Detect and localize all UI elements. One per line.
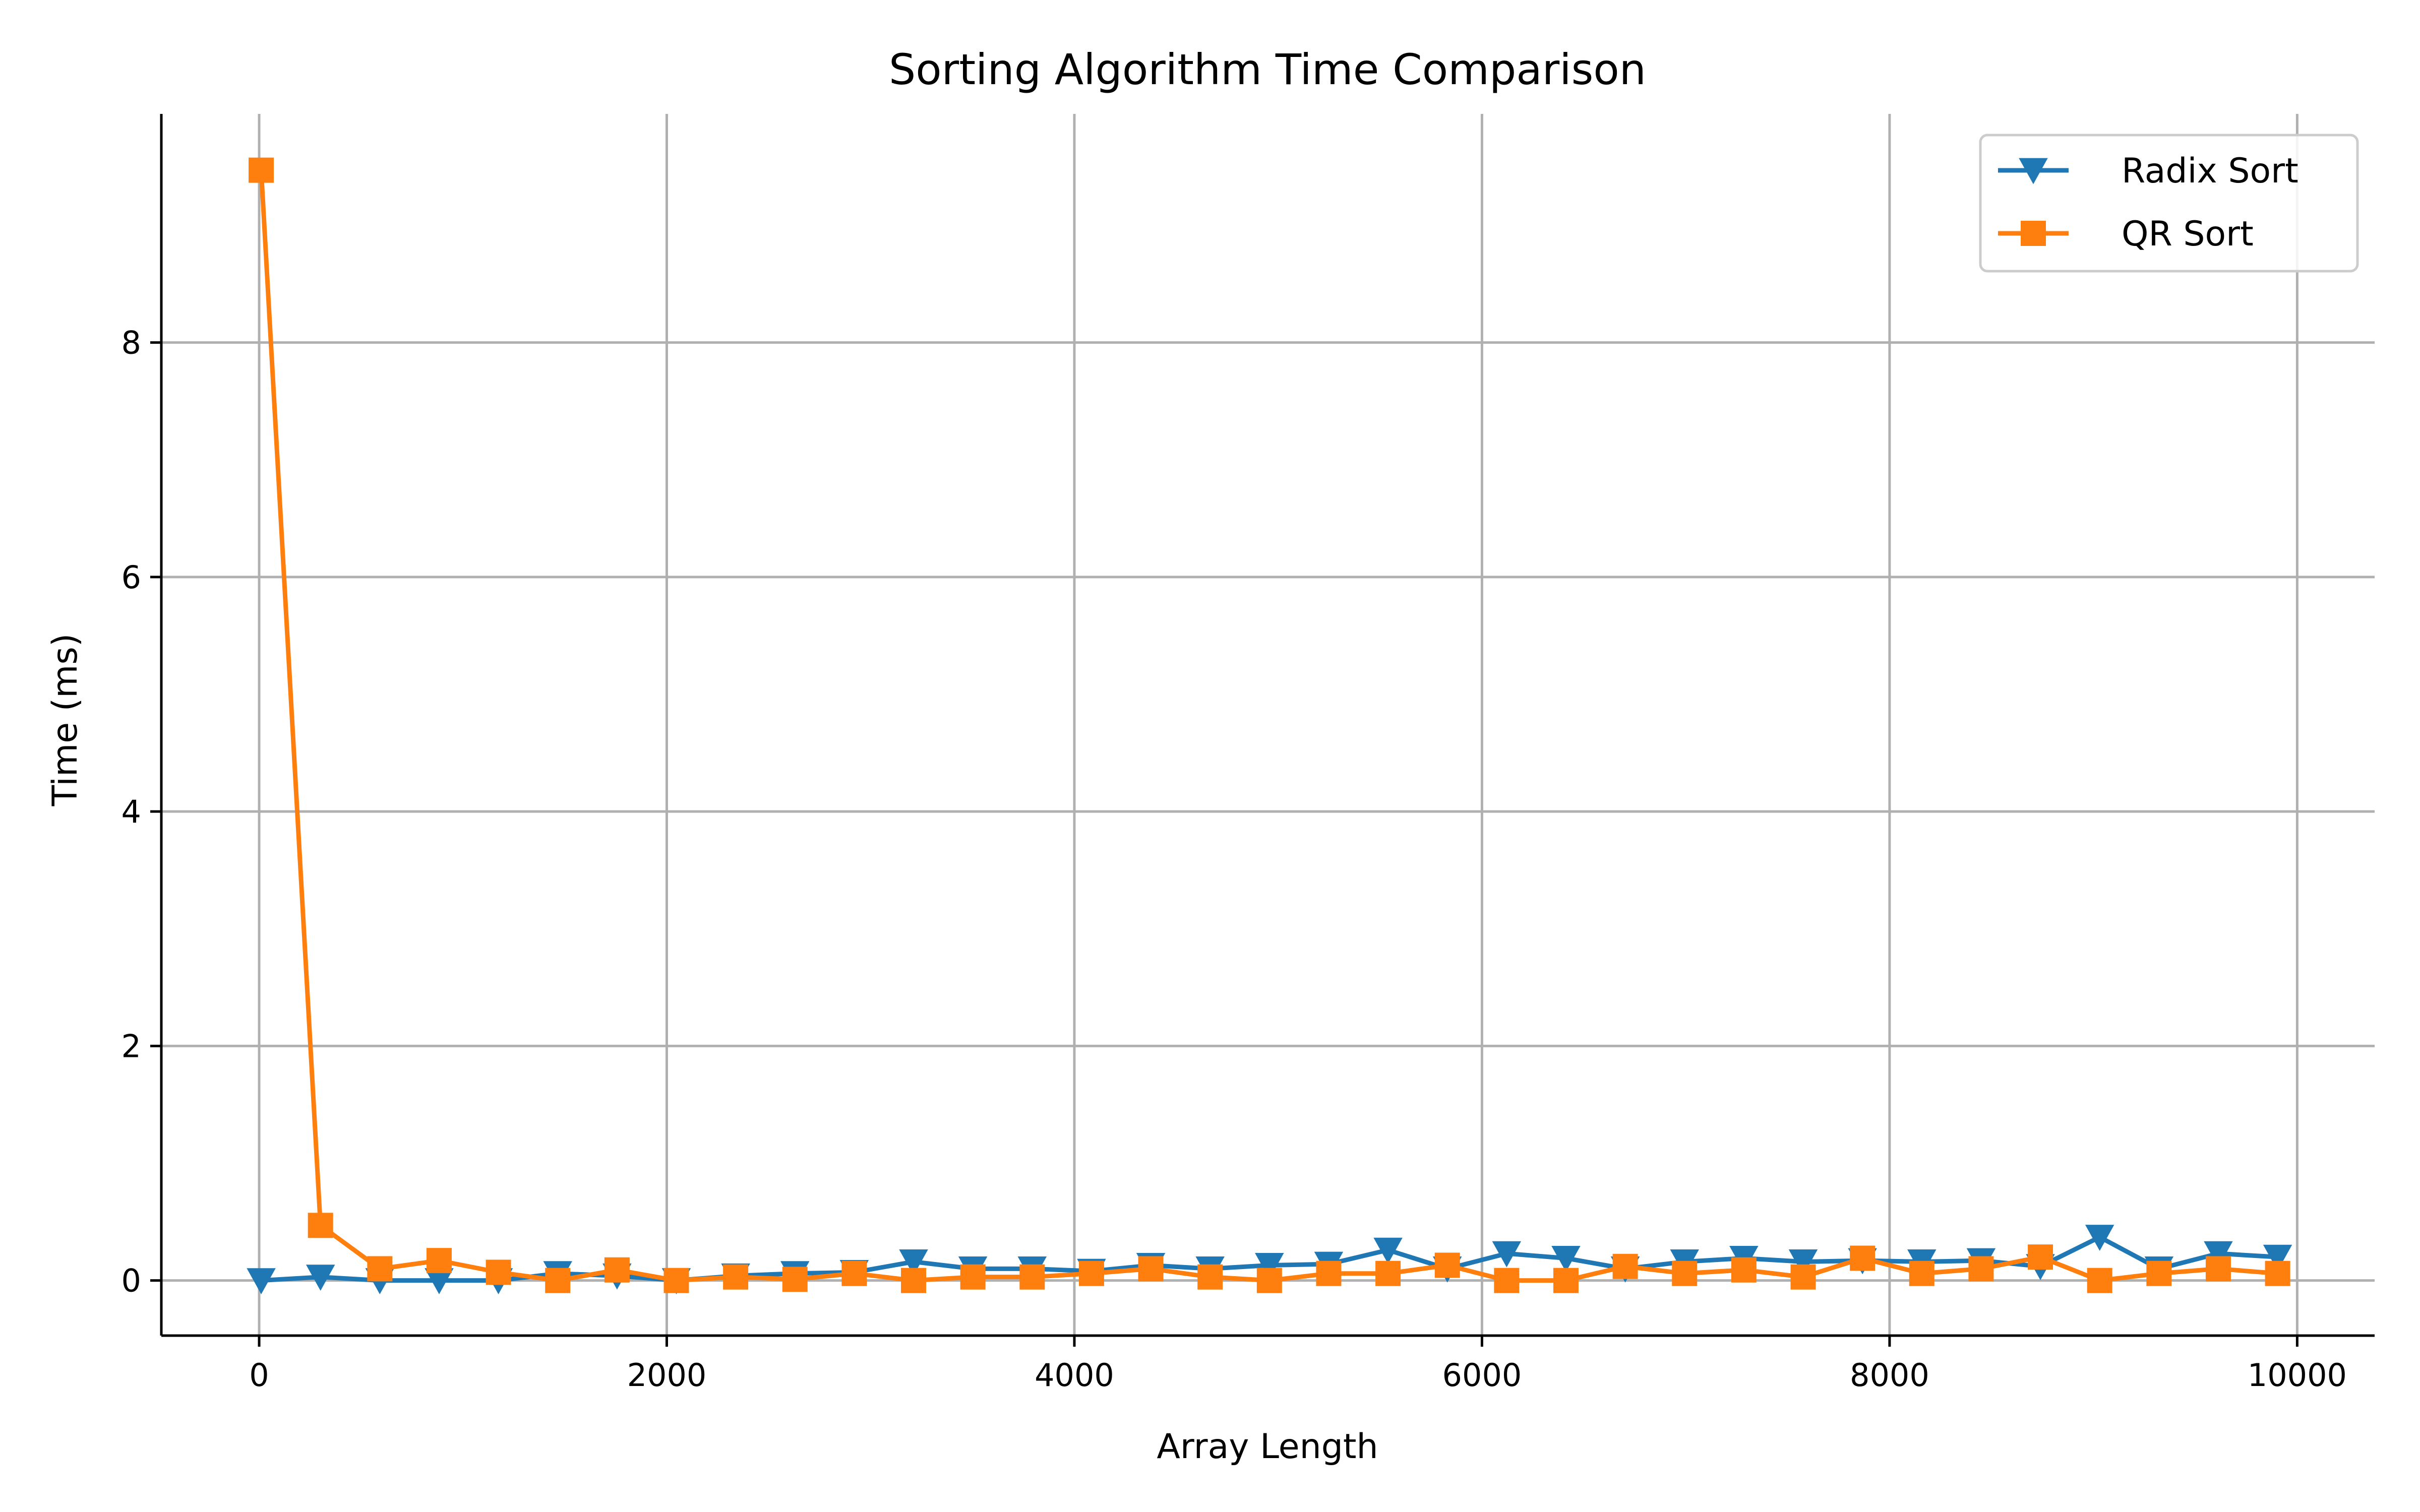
data-point — [2085, 1225, 2114, 1251]
y-tick-label: 4 — [122, 793, 141, 830]
data-point — [901, 1268, 927, 1293]
axes-layer — [160, 114, 2375, 1337]
y-tick-label: 6 — [122, 559, 141, 596]
data-point — [2146, 1261, 2172, 1286]
legend: Radix Sort QR Sort — [1979, 134, 2359, 273]
data-point — [1434, 1252, 1460, 1278]
y-tick-label: 8 — [122, 325, 141, 361]
data-point — [1850, 1245, 1876, 1271]
data-point — [1790, 1264, 1816, 1290]
y-tick-label: 0 — [122, 1263, 141, 1299]
legend-item: QR Sort — [1998, 214, 2254, 254]
data-point — [604, 1257, 630, 1283]
grid-layer — [161, 114, 2375, 1336]
data-point — [2205, 1256, 2231, 1282]
data-point — [1968, 1256, 1994, 1282]
data-point — [899, 1249, 928, 1276]
data-point — [1551, 1246, 1581, 1272]
data-point — [1494, 1268, 1520, 1293]
series-line — [259, 170, 2278, 1283]
data-point — [1788, 1249, 1818, 1276]
y-axis-title: Time (ms) — [45, 634, 85, 807]
series-qr-sort — [249, 157, 2290, 1293]
data-point — [308, 1213, 333, 1238]
x-tick-label: 8000 — [1850, 1357, 1929, 1394]
legend-swatch-marker — [2019, 158, 2048, 184]
data-point — [486, 1259, 511, 1285]
data-point — [247, 1268, 276, 1294]
x-tick-label: 2000 — [627, 1357, 707, 1394]
data-point — [1672, 1261, 1698, 1286]
data-point — [1375, 1261, 1401, 1286]
data-point — [723, 1264, 749, 1290]
data-point — [1256, 1268, 1282, 1293]
legend-box — [1979, 134, 2359, 273]
x-tick-label: 4000 — [1035, 1357, 1114, 1394]
x-tick-label: 6000 — [1442, 1357, 1522, 1394]
data-point — [1612, 1253, 1638, 1279]
data-point — [1197, 1264, 1223, 1290]
legend-swatch-marker — [2021, 221, 2046, 246]
data-point — [306, 1265, 335, 1291]
data-point — [2265, 1261, 2290, 1286]
data-point — [425, 1268, 454, 1294]
data-point — [1909, 1261, 1934, 1286]
x-tick-label: 10000 — [2248, 1357, 2347, 1394]
data-point — [841, 1261, 867, 1286]
data-point — [1078, 1261, 1104, 1286]
legend-label: QR Sort — [2122, 214, 2254, 254]
data-point — [1731, 1257, 1757, 1283]
data-point — [1373, 1237, 1403, 1264]
x-axis-title: Array Length — [1157, 1427, 1378, 1467]
data-point — [367, 1256, 393, 1282]
data-point — [2204, 1241, 2233, 1268]
data-point — [426, 1248, 452, 1274]
data-point — [663, 1268, 689, 1293]
data-point — [1255, 1252, 1284, 1279]
legend-item: Radix Sort — [1998, 151, 2298, 191]
data-point — [2028, 1244, 2053, 1270]
series-layer — [247, 157, 2292, 1294]
data-point — [1553, 1268, 1579, 1293]
data-point — [2087, 1268, 2112, 1293]
data-point — [1138, 1256, 1164, 1282]
data-point — [1492, 1241, 1522, 1268]
data-point — [2263, 1244, 2292, 1271]
data-point — [782, 1267, 808, 1292]
data-point — [1019, 1264, 1045, 1290]
data-point — [960, 1264, 986, 1290]
x-tick-label: 0 — [249, 1357, 269, 1394]
ticks-layer: 0 2000 4000 6000 8000 10000 0 2 4 6 8 — [122, 325, 2347, 1394]
data-point — [249, 157, 274, 183]
y-tick-label: 2 — [122, 1028, 141, 1064]
data-point — [1316, 1261, 1342, 1286]
chart-title: Sorting Algorithm Time Comparison — [889, 45, 1646, 94]
data-point — [545, 1268, 571, 1293]
legend-label: Radix Sort — [2122, 151, 2298, 191]
